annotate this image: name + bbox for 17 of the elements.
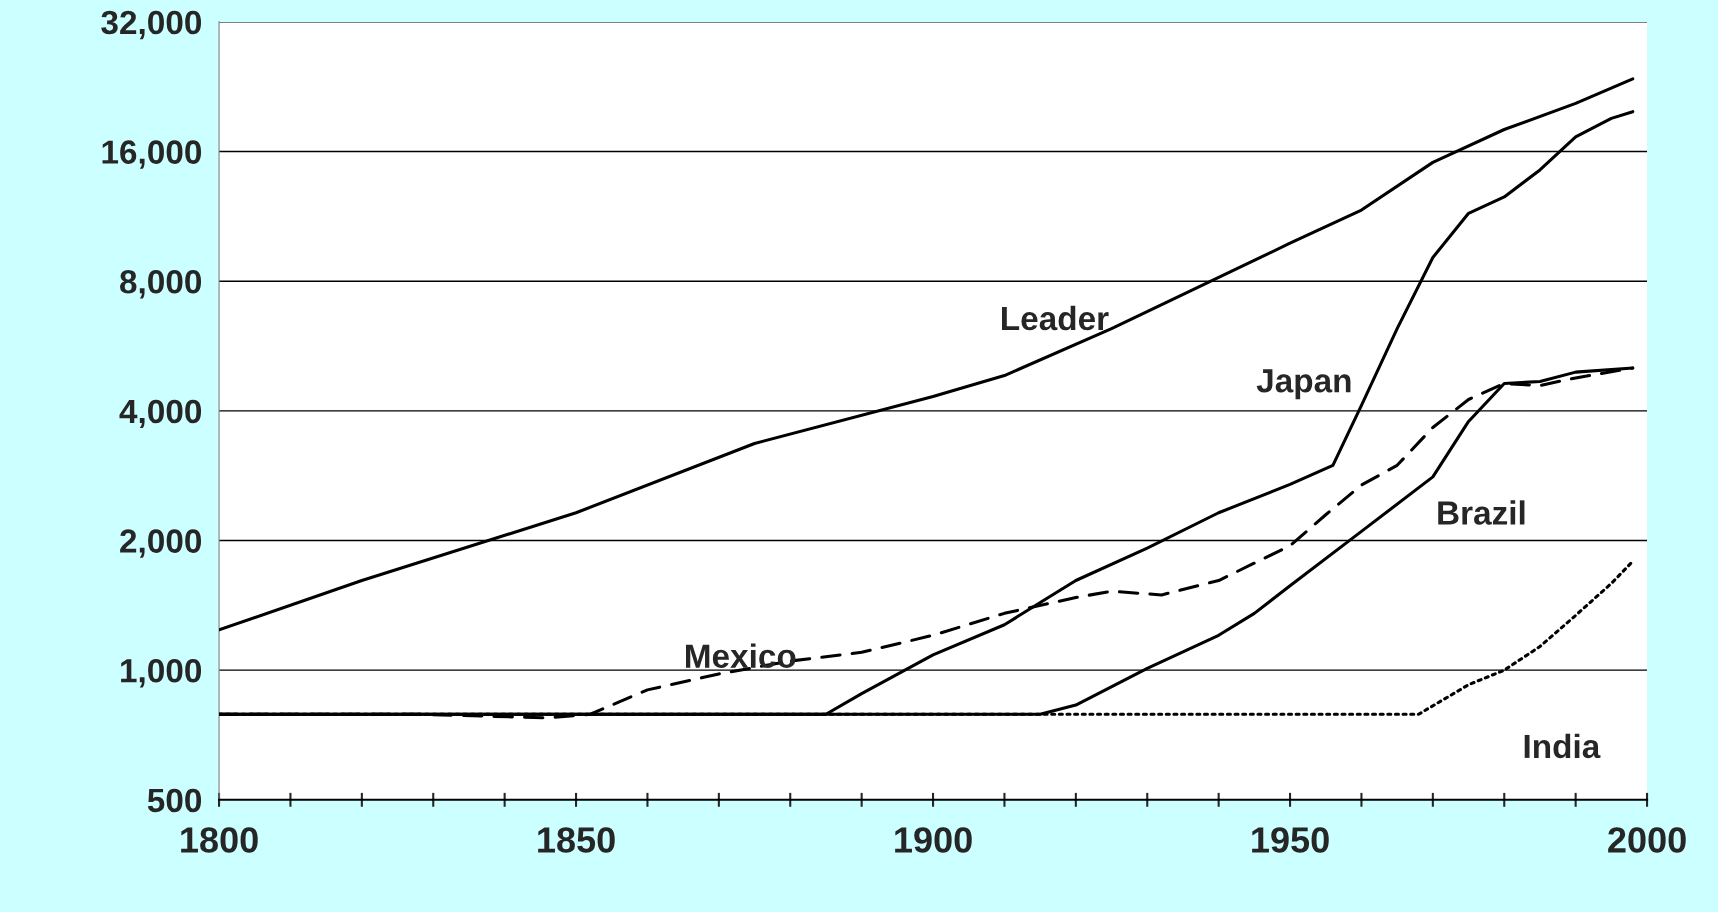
x-tick-label: 1950 bbox=[1252, 827, 1329, 853]
series-label: Japan bbox=[1256, 369, 1351, 400]
y-tick-label: 500 bbox=[147, 788, 202, 813]
x-tick-label: 2000 bbox=[1608, 827, 1686, 853]
y-tick-label: 1,000 bbox=[121, 658, 202, 688]
y-tick-label: 4,000 bbox=[119, 399, 202, 429]
y-tick-label: 32,000 bbox=[101, 10, 202, 40]
series-label: Leader bbox=[1002, 305, 1109, 331]
x-tick-label: 1850 bbox=[538, 827, 615, 853]
x-tick-label: 1900 bbox=[895, 827, 972, 853]
y-tick-label: 16,000 bbox=[102, 140, 202, 169]
series-label: Mexico bbox=[686, 643, 796, 668]
y-tick-label: 2,000 bbox=[120, 529, 202, 558]
y-tick-label: 8,000 bbox=[120, 270, 202, 299]
series-label: Brazil bbox=[1438, 500, 1525, 525]
series-label: India bbox=[1524, 733, 1601, 759]
x-tick-label: 1800 bbox=[181, 827, 258, 853]
